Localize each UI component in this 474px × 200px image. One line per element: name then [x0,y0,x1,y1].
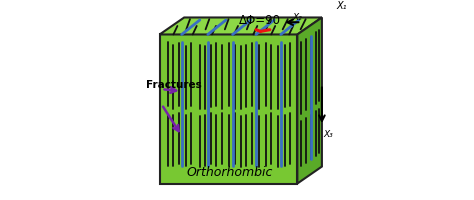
Text: X₂: X₂ [292,13,302,22]
Text: X₁: X₁ [336,1,346,11]
Text: Orthorhombic: Orthorhombic [186,166,273,179]
Text: ΔΦ=90: ΔΦ=90 [238,14,281,27]
Polygon shape [160,17,322,34]
Polygon shape [160,34,297,184]
Text: Fractures: Fractures [146,80,202,90]
Text: X₃: X₃ [324,130,334,139]
Polygon shape [297,17,322,184]
